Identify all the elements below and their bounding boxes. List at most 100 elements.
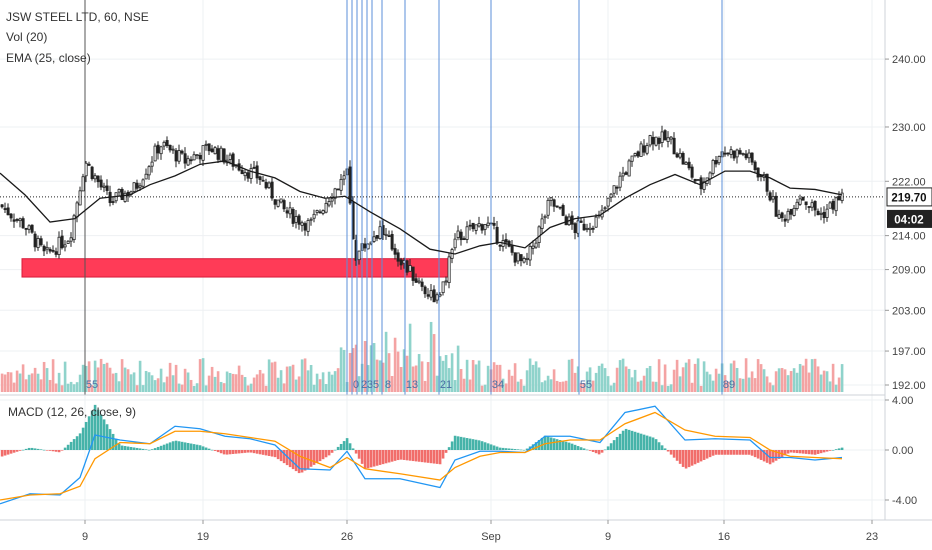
volume-bar bbox=[240, 374, 244, 392]
candle-body bbox=[135, 182, 139, 189]
candle-body bbox=[795, 201, 799, 209]
candle-body bbox=[42, 245, 46, 252]
candle-body bbox=[342, 175, 346, 180]
candle-body bbox=[771, 196, 775, 200]
volume-bar bbox=[186, 372, 190, 392]
candle-body bbox=[735, 149, 739, 158]
volume-bar bbox=[822, 370, 826, 392]
macd-histogram-bar bbox=[633, 431, 637, 450]
candle-body bbox=[678, 152, 682, 158]
candle-body bbox=[420, 281, 424, 287]
macd-histogram-bar bbox=[468, 438, 472, 450]
volume-bar bbox=[633, 369, 637, 392]
volume-bar bbox=[534, 361, 538, 392]
macd-histogram-bar bbox=[810, 450, 814, 455]
candle-body bbox=[744, 153, 748, 159]
price-tick-label: 203.00 bbox=[892, 305, 926, 317]
candle-body bbox=[210, 148, 214, 153]
volume-bar bbox=[180, 384, 184, 392]
candle-body bbox=[336, 188, 340, 191]
candle-body bbox=[498, 244, 502, 247]
volume-bar bbox=[312, 384, 316, 392]
candle-body bbox=[741, 153, 745, 155]
macd-histogram-bar bbox=[222, 450, 226, 455]
macd-histogram-bar bbox=[276, 450, 280, 460]
volume-bar bbox=[432, 334, 436, 392]
volume-bar bbox=[555, 380, 559, 392]
volume-bar bbox=[837, 377, 841, 392]
macd-histogram-bar bbox=[570, 443, 574, 450]
volume-bar bbox=[72, 384, 76, 392]
countdown-badge bbox=[887, 209, 932, 228]
candle-body bbox=[48, 248, 52, 252]
volume-bar bbox=[12, 382, 16, 392]
macd-histogram-bar bbox=[237, 450, 241, 454]
macd-histogram-bar bbox=[9, 450, 13, 454]
volume-bar bbox=[396, 351, 400, 392]
volume-bar bbox=[717, 373, 721, 392]
candle-body bbox=[447, 256, 451, 283]
macd-histogram-bar bbox=[339, 443, 343, 450]
candle-body bbox=[462, 238, 466, 241]
macd-histogram-bar bbox=[711, 450, 715, 456]
volume-bar bbox=[663, 364, 667, 392]
candle-body bbox=[3, 208, 7, 210]
candle-body bbox=[465, 226, 469, 240]
time-tick-label: Sep bbox=[481, 531, 501, 543]
candle-body bbox=[312, 213, 316, 219]
macd-histogram-bar bbox=[447, 447, 451, 450]
volume-bar bbox=[210, 366, 214, 392]
volume-bar bbox=[603, 368, 607, 392]
macd-histogram-bar bbox=[423, 450, 427, 463]
volume-bar bbox=[99, 358, 103, 392]
macd-histogram-bar bbox=[354, 450, 358, 454]
macd-histogram-bar bbox=[180, 441, 184, 450]
macd-histogram-bar bbox=[207, 448, 211, 450]
candle-body bbox=[384, 233, 388, 236]
volume-bar bbox=[258, 369, 262, 392]
macd-histogram-bar bbox=[819, 450, 823, 454]
macd-histogram-bar bbox=[615, 436, 619, 450]
volume-bar bbox=[3, 374, 7, 392]
candle-body bbox=[708, 172, 712, 180]
volume-bar bbox=[468, 379, 472, 392]
macd-histogram-bar bbox=[603, 449, 607, 451]
fib-labels: 55 0 2 3 5 8 13 21 34 55 89 bbox=[86, 379, 735, 391]
time-tick-label: 19 bbox=[197, 531, 209, 543]
candle-body bbox=[372, 236, 376, 242]
candle-body bbox=[282, 200, 286, 210]
candle-body bbox=[834, 197, 838, 212]
volume-bar bbox=[279, 370, 283, 392]
countdown-label: 04:02 bbox=[894, 214, 923, 226]
volume-bar bbox=[759, 364, 763, 392]
volume-bar bbox=[507, 369, 511, 392]
macd-histogram-bar bbox=[537, 440, 541, 450]
candle-body bbox=[618, 175, 622, 188]
macd-histogram-bar bbox=[147, 449, 151, 451]
candle-body bbox=[810, 202, 814, 208]
volume-bar bbox=[819, 374, 823, 392]
macd-histogram-bar bbox=[150, 449, 154, 450]
candle-body bbox=[546, 199, 550, 216]
candle-body bbox=[348, 166, 352, 204]
macd-histogram-bar bbox=[498, 447, 502, 450]
volume-bar bbox=[519, 379, 523, 392]
macd-histogram-bar bbox=[558, 440, 562, 450]
volume-bar bbox=[366, 365, 370, 392]
volume-bar bbox=[135, 385, 139, 392]
candle-body bbox=[78, 190, 82, 206]
volume-bar bbox=[447, 368, 451, 392]
macd-histogram-bar bbox=[372, 450, 376, 467]
candle-body bbox=[552, 199, 556, 207]
macd-histogram-bar bbox=[129, 446, 133, 450]
candle-body bbox=[153, 145, 157, 162]
candle-body bbox=[666, 137, 670, 142]
macd-histogram-bar bbox=[93, 404, 97, 450]
volume-bar bbox=[462, 378, 466, 392]
candle-body bbox=[417, 280, 421, 283]
volume-bar bbox=[738, 378, 742, 392]
volume-bar bbox=[105, 362, 109, 392]
candle-body bbox=[681, 152, 685, 165]
candle-body bbox=[264, 181, 268, 189]
